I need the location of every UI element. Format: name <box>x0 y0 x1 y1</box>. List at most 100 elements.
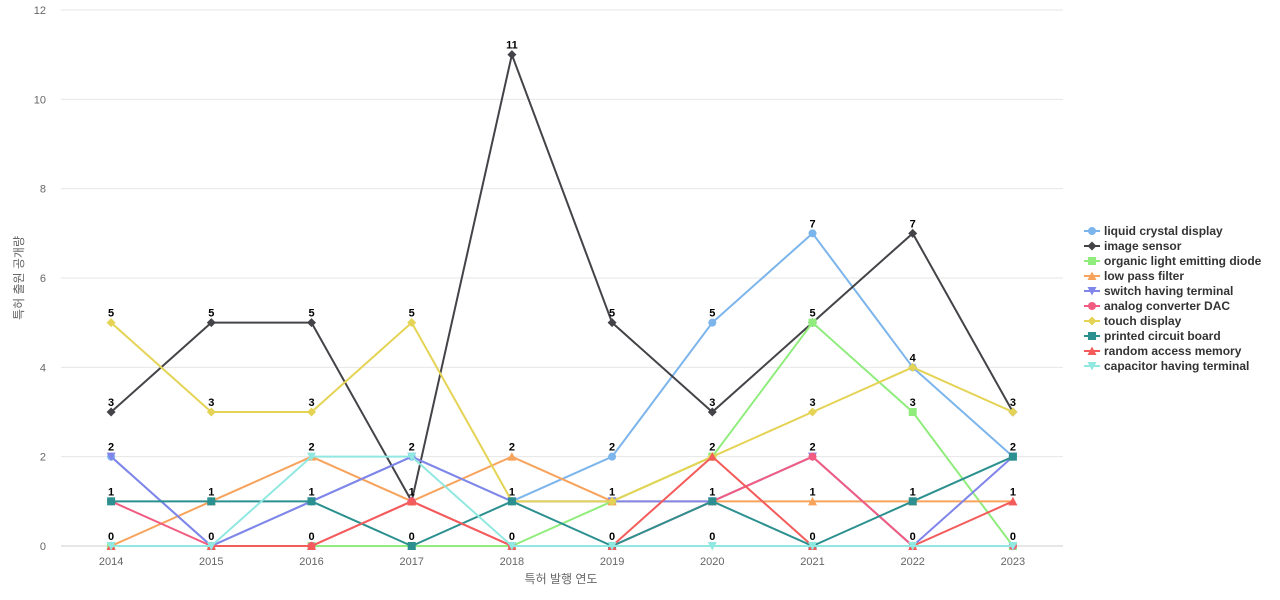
legend-item-low-pass-filter[interactable]: low pass filter <box>1084 269 1184 283</box>
data-point[interactable] <box>607 496 617 506</box>
data-point[interactable] <box>407 452 417 462</box>
data-point[interactable] <box>808 318 817 327</box>
legend-item-organic-light-emitting-diode[interactable]: organic light emitting diode <box>1084 254 1262 268</box>
data-point[interactable] <box>1008 407 1018 417</box>
data-label: 3 <box>308 397 314 409</box>
legend-symbol[interactable] <box>1087 287 1097 296</box>
data-point[interactable] <box>1008 542 1018 551</box>
legend-symbol[interactable] <box>1088 257 1096 265</box>
data-point[interactable] <box>106 542 116 551</box>
data-point[interactable] <box>908 362 918 372</box>
x-tick-label: 2014 <box>99 556 123 568</box>
legend-item-analog-converter-dac[interactable]: analog converter DAC <box>1084 299 1230 313</box>
x-tick-label: 2018 <box>500 556 524 568</box>
legend-label: capacitor having terminal <box>1104 359 1249 373</box>
data-point[interactable] <box>206 407 216 417</box>
legend-item-touch-display[interactable]: touch display <box>1084 314 1182 328</box>
data-label: 3 <box>208 397 214 409</box>
data-label: 0 <box>910 531 916 543</box>
data-label: 1 <box>509 486 515 498</box>
y-tick-label: 10 <box>34 94 46 106</box>
data-point[interactable] <box>307 452 316 462</box>
data-point[interactable] <box>407 496 417 506</box>
x-tick-label: 2023 <box>1001 556 1025 568</box>
data-point[interactable] <box>908 542 918 551</box>
legend-symbol[interactable] <box>1088 332 1096 340</box>
data-point[interactable] <box>707 542 717 551</box>
data-point[interactable] <box>307 541 316 551</box>
series-group <box>106 50 1018 551</box>
x-tick-label: 2019 <box>600 556 624 568</box>
data-point[interactable] <box>106 407 116 417</box>
data-point[interactable] <box>608 452 617 461</box>
data-label: 5 <box>208 308 214 320</box>
data-label: 5 <box>709 308 715 320</box>
legend-symbol[interactable] <box>1087 241 1097 251</box>
data-point[interactable] <box>808 452 817 461</box>
data-point[interactable] <box>307 407 316 417</box>
data-point[interactable] <box>507 497 516 506</box>
data-point[interactable] <box>708 497 717 506</box>
legend-symbol[interactable] <box>1087 271 1097 281</box>
data-point[interactable] <box>808 542 817 551</box>
data-point[interactable] <box>106 318 116 328</box>
legend-item-printed-circuit-board[interactable]: printed circuit board <box>1084 329 1221 343</box>
data-label: 3 <box>108 397 114 409</box>
data-point[interactable] <box>106 452 116 462</box>
data-point[interactable] <box>808 496 817 506</box>
data-label: 5 <box>409 308 415 320</box>
legend-item-liquid-crystal-display[interactable]: liquid crystal display <box>1084 224 1223 238</box>
legend-label: image sensor <box>1104 239 1182 253</box>
data-point[interactable] <box>607 542 617 551</box>
legend-label: liquid crystal display <box>1104 224 1223 238</box>
y-tick-label: 12 <box>34 5 46 17</box>
data-label: 2 <box>809 442 815 454</box>
data-point[interactable] <box>1008 496 1018 506</box>
data-label: 1 <box>709 486 715 498</box>
gridlines <box>61 9 1063 547</box>
data-point[interactable] <box>808 407 817 417</box>
data-label: 0 <box>208 531 214 543</box>
x-tick-label: 2016 <box>299 556 323 568</box>
legend-item-image-sensor[interactable]: image sensor <box>1084 239 1182 253</box>
data-point[interactable] <box>407 542 416 550</box>
legend-label: low pass filter <box>1104 269 1184 283</box>
data-point[interactable] <box>908 408 917 416</box>
data-point[interactable] <box>908 497 917 506</box>
legend-item-random-access-memory[interactable]: random access memory <box>1084 344 1242 358</box>
legend-symbol[interactable] <box>1088 227 1096 235</box>
data-point[interactable] <box>808 229 817 238</box>
legend-item-capacitor-having-terminal[interactable]: capacitor having terminal <box>1084 359 1249 373</box>
data-point[interactable] <box>1008 452 1017 461</box>
data-point[interactable] <box>206 318 216 328</box>
data-label: 2 <box>108 442 114 454</box>
data-point[interactable] <box>307 318 316 328</box>
data-point[interactable] <box>107 497 116 506</box>
legend-symbol[interactable] <box>1087 316 1097 326</box>
data-point[interactable] <box>507 452 517 461</box>
data-label: 1 <box>409 486 415 498</box>
legend-symbol[interactable] <box>1087 346 1097 356</box>
data-point[interactable] <box>307 497 316 506</box>
data-labels: 0123501350123501250121101250123501235701… <box>108 40 1016 543</box>
data-point[interactable] <box>707 407 717 417</box>
data-point[interactable] <box>407 318 417 328</box>
data-point[interactable] <box>908 228 918 238</box>
y-axis-title: 특허 출원 공개량 <box>12 236 26 320</box>
data-point[interactable] <box>607 318 617 328</box>
data-label: 2 <box>409 442 415 454</box>
data-label: 2 <box>509 442 515 454</box>
legend-symbol[interactable] <box>1087 362 1097 371</box>
data-label: 5 <box>108 308 114 320</box>
data-point[interactable] <box>708 318 717 327</box>
data-label: 2 <box>308 442 314 454</box>
data-point[interactable] <box>507 50 517 60</box>
data-label: 3 <box>809 397 815 409</box>
data-point[interactable] <box>206 542 216 551</box>
data-point[interactable] <box>507 542 517 551</box>
legend-item-switch-having-terminal[interactable]: switch having terminal <box>1084 284 1233 298</box>
data-point[interactable] <box>207 497 216 506</box>
legend-symbol[interactable] <box>1088 302 1096 310</box>
data-point[interactable] <box>707 452 717 461</box>
